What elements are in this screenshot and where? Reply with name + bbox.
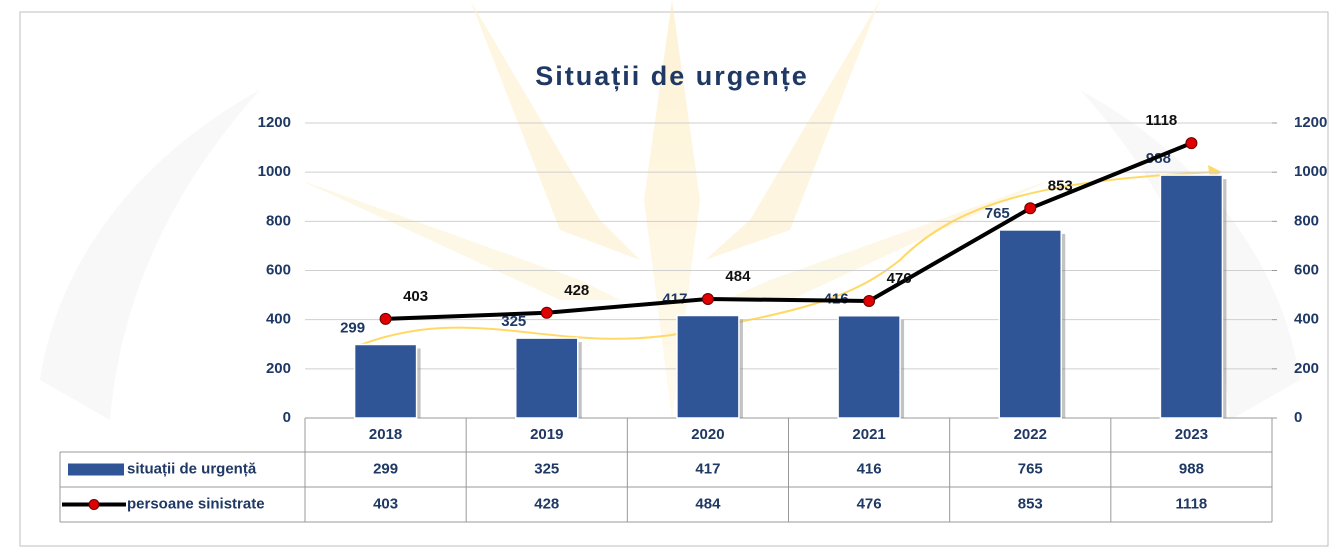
x-tick-label: 2022	[1014, 426, 1047, 443]
y2-tick-label: 800	[1294, 212, 1319, 229]
legend-swatch	[68, 463, 124, 476]
chart-title: Situații de urgențe	[535, 61, 809, 91]
table-value: 853	[1018, 495, 1043, 512]
y-tick-label: 200	[266, 360, 291, 377]
table-value: 988	[1179, 460, 1204, 477]
line-value-label: 853	[1048, 177, 1073, 194]
y-tick-label: 800	[266, 212, 291, 229]
line-marker	[701, 293, 714, 306]
table-value: 1118	[1176, 495, 1208, 512]
line-value-label: 428	[564, 282, 589, 299]
trend-arrow	[359, 171, 1216, 346]
y2-tick-label: 1000	[1294, 163, 1327, 180]
line-marker	[540, 306, 553, 319]
y-tick-label: 600	[266, 261, 291, 278]
table-value: 417	[695, 460, 720, 477]
table-value: 476	[857, 495, 882, 512]
x-tick-label: 2021	[852, 426, 885, 443]
bar	[676, 314, 740, 419]
y2-tick-label: 600	[1294, 261, 1319, 278]
table-value: 416	[857, 460, 882, 477]
table-value: 403	[373, 495, 398, 512]
table-value: 428	[534, 495, 559, 512]
y-tick-label: 0	[283, 409, 291, 426]
table-value: 299	[373, 460, 398, 477]
bar-value-label: 417	[662, 290, 687, 307]
line-marker	[863, 294, 876, 307]
line-value-label: 476	[887, 270, 912, 287]
table-value: 765	[1018, 460, 1043, 477]
y2-tick-label: 1200	[1294, 114, 1327, 131]
line-marker	[1185, 137, 1198, 150]
x-tick-label: 2020	[691, 426, 724, 443]
bar-value-label: 299	[340, 319, 365, 336]
x-tick-label: 2019	[530, 426, 563, 443]
y2-tick-label: 400	[1294, 311, 1319, 328]
line-value-label: 484	[725, 268, 751, 285]
y-tick-label: 1200	[258, 114, 291, 131]
y2-tick-label: 200	[1294, 360, 1319, 377]
line-marker	[1024, 202, 1037, 215]
bar	[1159, 174, 1224, 419]
legend-label: persoane sinistrate	[127, 495, 265, 512]
legend-marker	[88, 499, 100, 510]
x-tick-label: 2018	[369, 426, 402, 443]
table-value: 484	[695, 495, 721, 512]
line-marker	[379, 312, 392, 325]
x-tick-label: 2023	[1175, 426, 1208, 443]
line	[385, 141, 1193, 321]
line-value-label: 403	[403, 288, 428, 305]
bar	[998, 229, 1062, 419]
line-value-label: 1118	[1146, 112, 1178, 129]
bar	[837, 314, 901, 419]
y2-tick-label: 0	[1294, 409, 1302, 426]
bar-value-label: 325	[501, 313, 526, 330]
bar-value-label: 765	[985, 205, 1010, 222]
legend-label: situații de urgență	[127, 460, 257, 477]
bar	[515, 337, 579, 419]
table-value: 325	[534, 460, 559, 477]
y-tick-label: 400	[266, 311, 291, 328]
bar	[353, 343, 418, 419]
y-tick-label: 1000	[258, 163, 291, 180]
